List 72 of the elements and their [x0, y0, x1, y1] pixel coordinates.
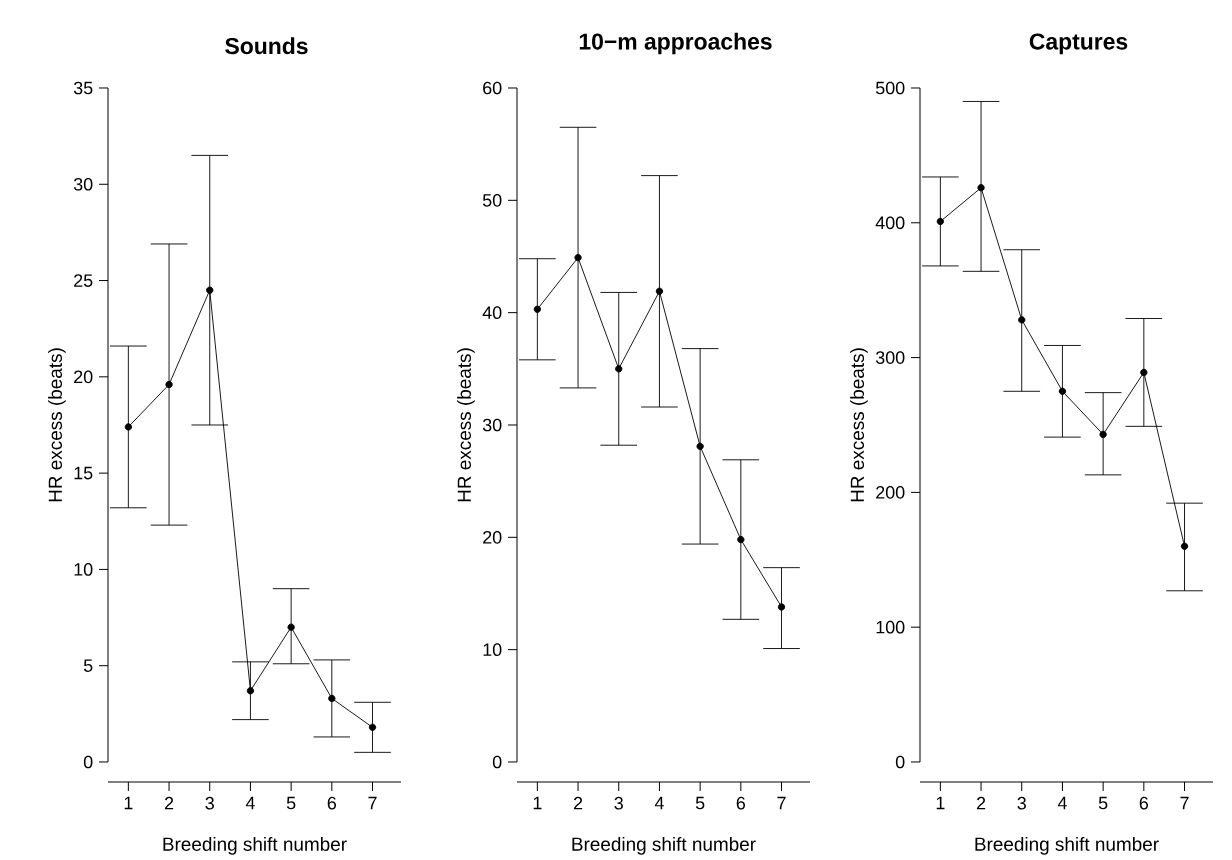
point: [615, 365, 623, 373]
point: [936, 217, 944, 226]
point: [124, 423, 132, 431]
y-tick-label: 30: [73, 177, 93, 191]
y-tick-label: 0: [895, 755, 905, 769]
y-tick-label: 50: [482, 193, 502, 207]
y-tick-label: 0: [492, 755, 502, 769]
y-tick-label: 0: [83, 755, 93, 769]
y-tick-label: 500: [875, 81, 905, 95]
x-tick-label: 3: [614, 796, 623, 810]
point: [165, 380, 173, 389]
x-tick-label: 6: [1139, 796, 1149, 810]
x-tick-label: 7: [1180, 796, 1189, 810]
y-tick-label: 40: [482, 306, 502, 319]
point: [737, 535, 745, 544]
y-tick-label: 60: [483, 81, 502, 95]
y-tick-label: 5: [83, 659, 93, 672]
y-tick-label: 300: [875, 351, 905, 364]
point: [368, 723, 377, 731]
point: [574, 253, 582, 262]
x-tick-label: 4: [654, 796, 664, 810]
y-tick-label: 10: [74, 563, 93, 576]
y-tick-label: 15: [74, 466, 93, 480]
y-axis-title: HR excess (beats): [850, 348, 868, 502]
x-tick-label: 5: [1098, 796, 1108, 810]
x-tick-label: 5: [695, 796, 705, 810]
point: [696, 442, 704, 450]
x-tick-label: 7: [777, 796, 786, 810]
y-tick-label: 20: [483, 530, 502, 544]
y-tick-label: 20: [74, 370, 93, 384]
point: [1140, 368, 1148, 377]
point: [977, 184, 985, 192]
x-tick-label: 7: [368, 796, 377, 810]
chart-title: Sounds: [225, 37, 308, 55]
point: [246, 687, 255, 695]
x-tick-label: 2: [164, 796, 174, 810]
x-tick-label: 3: [205, 796, 214, 810]
point: [287, 623, 295, 631]
y-tick-label: 30: [482, 418, 502, 432]
point: [1018, 316, 1026, 324]
x-tick-label: 2: [976, 796, 986, 810]
point: [777, 603, 786, 611]
x-axis-title: Breeding shift number: [572, 837, 756, 855]
x-tick-label: 2: [573, 796, 583, 810]
point: [206, 286, 214, 294]
point: [1058, 387, 1067, 395]
y-axis-title: HR excess (beats): [48, 348, 66, 502]
chart-title: Captures: [1029, 33, 1128, 55]
chart-title: 10−m approaches: [579, 32, 772, 55]
y-tick-label: 35: [73, 81, 93, 95]
x-tick-label: 1: [124, 796, 133, 810]
x-tick-label: 1: [936, 796, 945, 810]
x-tick-label: 5: [286, 796, 296, 810]
x-tick-label: 6: [736, 796, 746, 810]
x-axis-title: Breeding shift number: [975, 837, 1159, 855]
y-tick-label: 400: [875, 216, 905, 230]
y-axis-title: HR excess (beats): [457, 348, 475, 502]
x-tick-label: 1: [533, 796, 542, 810]
y-tick-label: 10: [483, 643, 502, 656]
y-tick-label: 100: [876, 620, 905, 634]
x-tick-label: 4: [1057, 796, 1067, 810]
point: [328, 694, 336, 703]
point: [533, 305, 541, 313]
y-tick-label: 200: [876, 486, 905, 499]
point: [1099, 430, 1107, 439]
x-axis-title: Breeding shift number: [163, 837, 347, 855]
x-tick-label: 6: [327, 796, 337, 810]
point: [1180, 542, 1189, 550]
x-tick-label: 4: [245, 796, 255, 810]
x-tick-label: 3: [1017, 796, 1026, 810]
y-tick-label: 25: [74, 274, 93, 287]
point: [655, 287, 664, 295]
